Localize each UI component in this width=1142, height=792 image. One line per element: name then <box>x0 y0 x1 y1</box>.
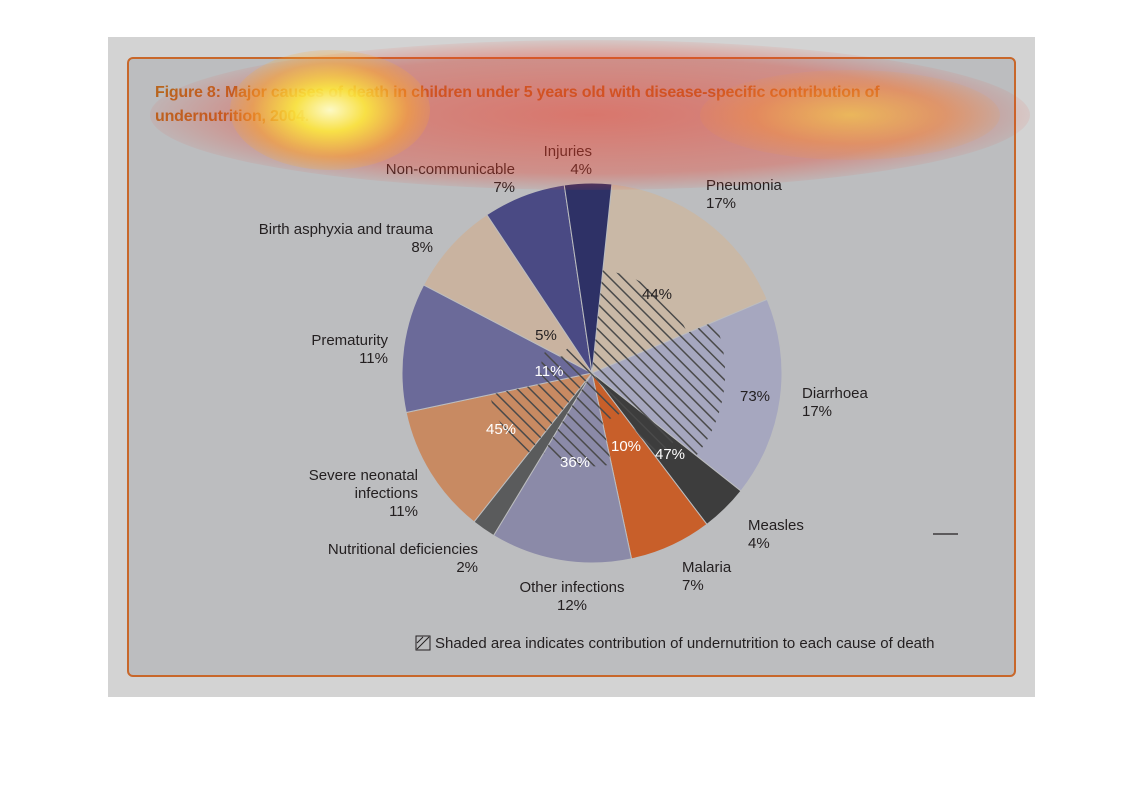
slice-label-severe-neonatal-infections: Severe neonatal infections 11% <box>309 467 418 520</box>
slice-label-pneumonia: Pneumonia 17% <box>706 177 783 212</box>
undernutrition-label-diarrhoea: 73% <box>740 388 770 405</box>
slice-label-measles: Measles 4% <box>748 517 804 552</box>
slice-label-birth-asphyxia-and-trauma: Birth asphyxia and trauma 8% <box>259 221 434 256</box>
undernutrition-label-severe-neonatal-infections: 45% <box>486 421 516 438</box>
undernutrition-hatch-measles <box>592 373 676 459</box>
undernutrition-label-measles: 47% <box>655 446 685 463</box>
undernutrition-hatch-birth-asphyxia-and-trauma <box>561 343 592 373</box>
undernutrition-hatch-pneumonia <box>592 270 688 373</box>
undernutrition-label-pneumonia: 44% <box>642 286 672 303</box>
undernutrition-label-prematurity: 11% <box>535 363 564 380</box>
undernutrition-hatch-diarrhoea <box>592 321 726 456</box>
undernutrition-hatch-prematurity <box>540 349 592 384</box>
undernutrition-hatch-other-infections <box>543 373 612 467</box>
slice-label-malaria: Malaria 7% <box>682 559 732 594</box>
slice-label-nutritional-deficiencies: Nutritional deficiencies 2% <box>328 541 478 576</box>
slice-label-injuries: Injuries 4% <box>544 143 592 178</box>
undernutrition-label-birth-asphyxia-and-trauma: 5% <box>535 327 557 344</box>
slice-label-non-communicable: Non-communicable 7% <box>386 161 515 196</box>
undernutrition-hatch-severe-neonatal-infections <box>489 373 592 455</box>
legend-text: Shaded area indicates contribution of un… <box>435 635 935 652</box>
undernutrition-label-other-infections: 36% <box>560 454 590 471</box>
undernutrition-hatch-malaria <box>592 373 622 422</box>
undernutrition-label-malaria: 10% <box>611 438 641 455</box>
pie-slice-birth-asphyxia-and-trauma <box>422 214 593 374</box>
slice-label-prematurity: Prematurity 11% <box>311 332 388 367</box>
legend: Shaded area indicates contribution of un… <box>415 635 935 652</box>
slice-label-diarrhoea: Diarrhoea 17% <box>802 385 869 420</box>
slice-label-other-infections: Other infections 12% <box>519 579 624 614</box>
